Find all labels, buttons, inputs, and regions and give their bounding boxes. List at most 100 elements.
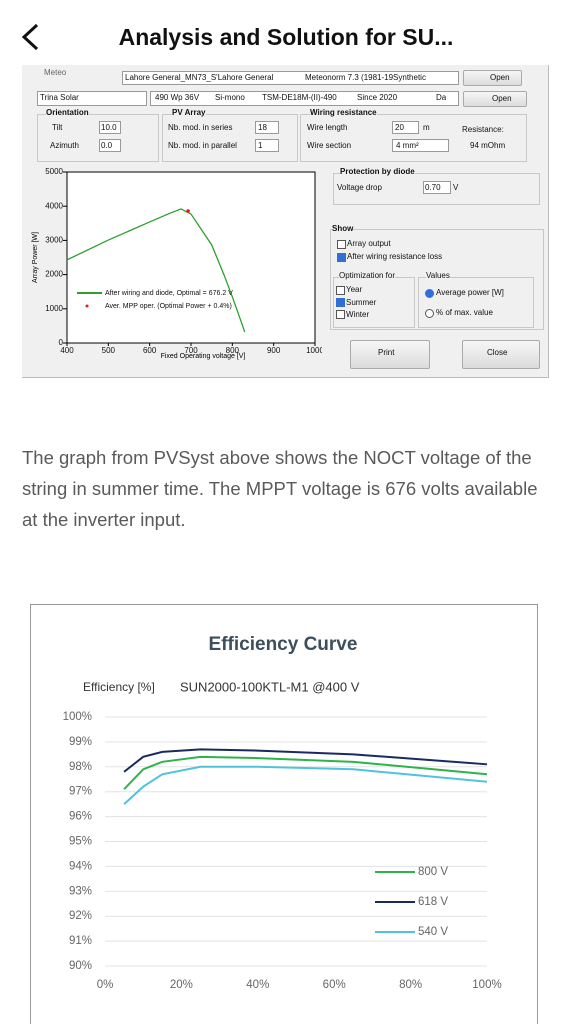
x-tick-label: 80% xyxy=(399,979,422,991)
x-tick-label: 100% xyxy=(472,979,501,991)
page-title: Analysis and Solution for SU... xyxy=(118,24,454,50)
checkbox[interactable] xyxy=(336,298,345,307)
value: 18 xyxy=(258,123,267,132)
data-point xyxy=(186,209,190,213)
chart-title: Efficiency Curve xyxy=(209,634,358,655)
data-line xyxy=(123,755,488,790)
value: 10.0 xyxy=(101,123,117,132)
x-tick-label: 60% xyxy=(323,979,346,991)
button[interactable] xyxy=(463,91,527,107)
x-tick-label: 700 xyxy=(184,346,198,355)
input[interactable] xyxy=(392,121,419,134)
x-tick-label: 400 xyxy=(60,346,74,355)
y-tick-label: 93% xyxy=(69,885,92,897)
input[interactable] xyxy=(423,181,451,194)
button[interactable] xyxy=(463,70,522,86)
image-frame xyxy=(30,604,538,1024)
label: Array output xyxy=(347,239,391,248)
label: Resistance: xyxy=(462,125,504,134)
x-tick-label: 500 xyxy=(102,346,116,355)
checkbox[interactable] xyxy=(337,240,346,249)
y-tick-label: 99% xyxy=(69,736,92,748)
group xyxy=(330,229,544,330)
data-line xyxy=(123,748,488,773)
legend-label: Aver. MPP oper. (Optimal Power + 0.4%) xyxy=(105,303,232,310)
group-title: Show xyxy=(332,224,354,234)
group xyxy=(162,114,298,162)
print-button[interactable] xyxy=(350,340,430,369)
value: Si-mono xyxy=(215,93,245,102)
y-tick-label: 94% xyxy=(69,860,92,872)
checkbox[interactable] xyxy=(336,310,345,319)
x-tick-label: 20% xyxy=(170,979,193,991)
group-title: PV Array xyxy=(172,108,206,118)
y-tick-label: 98% xyxy=(69,761,92,773)
dropdown[interactable] xyxy=(150,91,459,106)
input[interactable] xyxy=(255,121,279,134)
y-tick-label: 96% xyxy=(69,811,92,823)
back-button[interactable] xyxy=(18,22,42,52)
label: Tilt xyxy=(52,123,63,132)
input[interactable] xyxy=(255,139,279,152)
radio[interactable] xyxy=(425,309,434,318)
x-tick-label: 800 xyxy=(226,346,240,355)
button-label: Open xyxy=(492,94,512,103)
y-tick-label: 1000 xyxy=(45,304,63,313)
pv-chart: 0 1000 2000 3000 4000 5000 400 500 600 700 800 900 1… xyxy=(32,167,322,360)
y-tick-label: 5000 xyxy=(45,167,63,176)
data-line xyxy=(123,765,488,805)
value: Since 2020 xyxy=(357,93,398,102)
value: 20 xyxy=(395,123,404,132)
radio[interactable] xyxy=(425,289,434,298)
efficiency-chart: 90% 91% 92% 93% 94% 95% 96% 97% 98% 99% 100% 0% 20% 4… xyxy=(30,604,538,1024)
dropdown[interactable] xyxy=(122,71,459,85)
button-label: Open xyxy=(490,73,510,82)
x-tick-label: 40% xyxy=(246,979,269,991)
y-tick-label: 97% xyxy=(69,786,92,798)
x-tick-label: 0% xyxy=(97,979,114,991)
group-title: Orientation xyxy=(46,108,89,118)
group-title: Optimization for xyxy=(339,271,396,281)
label: % of max. value xyxy=(436,308,493,317)
y-tick-label: 92% xyxy=(69,910,92,922)
unit: m xyxy=(423,123,430,132)
value: 94 mOhm xyxy=(470,141,506,150)
input[interactable] xyxy=(99,121,121,134)
value: Trina Solar xyxy=(40,93,79,102)
x-axis-label: Fixed Operating voltage [V] xyxy=(161,353,246,360)
label: Meteo xyxy=(44,68,67,77)
value: 4 mm² xyxy=(396,141,419,150)
dropdown[interactable] xyxy=(392,139,449,152)
button-label: Print xyxy=(378,348,395,357)
dropdown[interactable] xyxy=(37,91,147,106)
group xyxy=(37,114,159,162)
checkbox[interactable] xyxy=(337,253,346,262)
y-tick-label: 95% xyxy=(69,836,92,848)
legend-label: 618 V xyxy=(418,896,448,908)
label: Nb. mod. in series xyxy=(168,123,233,132)
close-button[interactable] xyxy=(462,340,540,369)
group-title: Values xyxy=(426,271,450,281)
value: 0.0 xyxy=(101,141,113,150)
y-axis-label: Efficiency [%] xyxy=(83,680,155,694)
y-axis-label: Array Power [W] xyxy=(32,232,39,283)
y-tick-label: 90% xyxy=(69,960,92,972)
label: Year xyxy=(346,285,363,294)
value: TSM-DE18M-(II)-490 xyxy=(262,93,337,102)
y-tick-label: 2000 xyxy=(45,270,63,279)
y-tick-label: 91% xyxy=(69,935,92,947)
value: 1 xyxy=(258,141,263,150)
checkbox[interactable] xyxy=(336,286,345,295)
input[interactable] xyxy=(99,139,121,152)
label: Azimuth xyxy=(50,141,79,150)
x-tick-label: 900 xyxy=(267,346,281,355)
label: Winter xyxy=(346,310,370,319)
paragraph: The graph from PVSyst above shows the NO… xyxy=(22,447,538,530)
chart-subtitle: SUN2000-100KTL-M1 @400 V xyxy=(180,679,360,694)
label: Summer xyxy=(346,298,377,307)
group-title: Wiring resistance xyxy=(310,108,377,118)
value: Da xyxy=(436,93,447,102)
legend-label: 540 V xyxy=(418,926,448,938)
value: Meteonorm 7.3 (1981-19Synthetic xyxy=(305,73,426,82)
